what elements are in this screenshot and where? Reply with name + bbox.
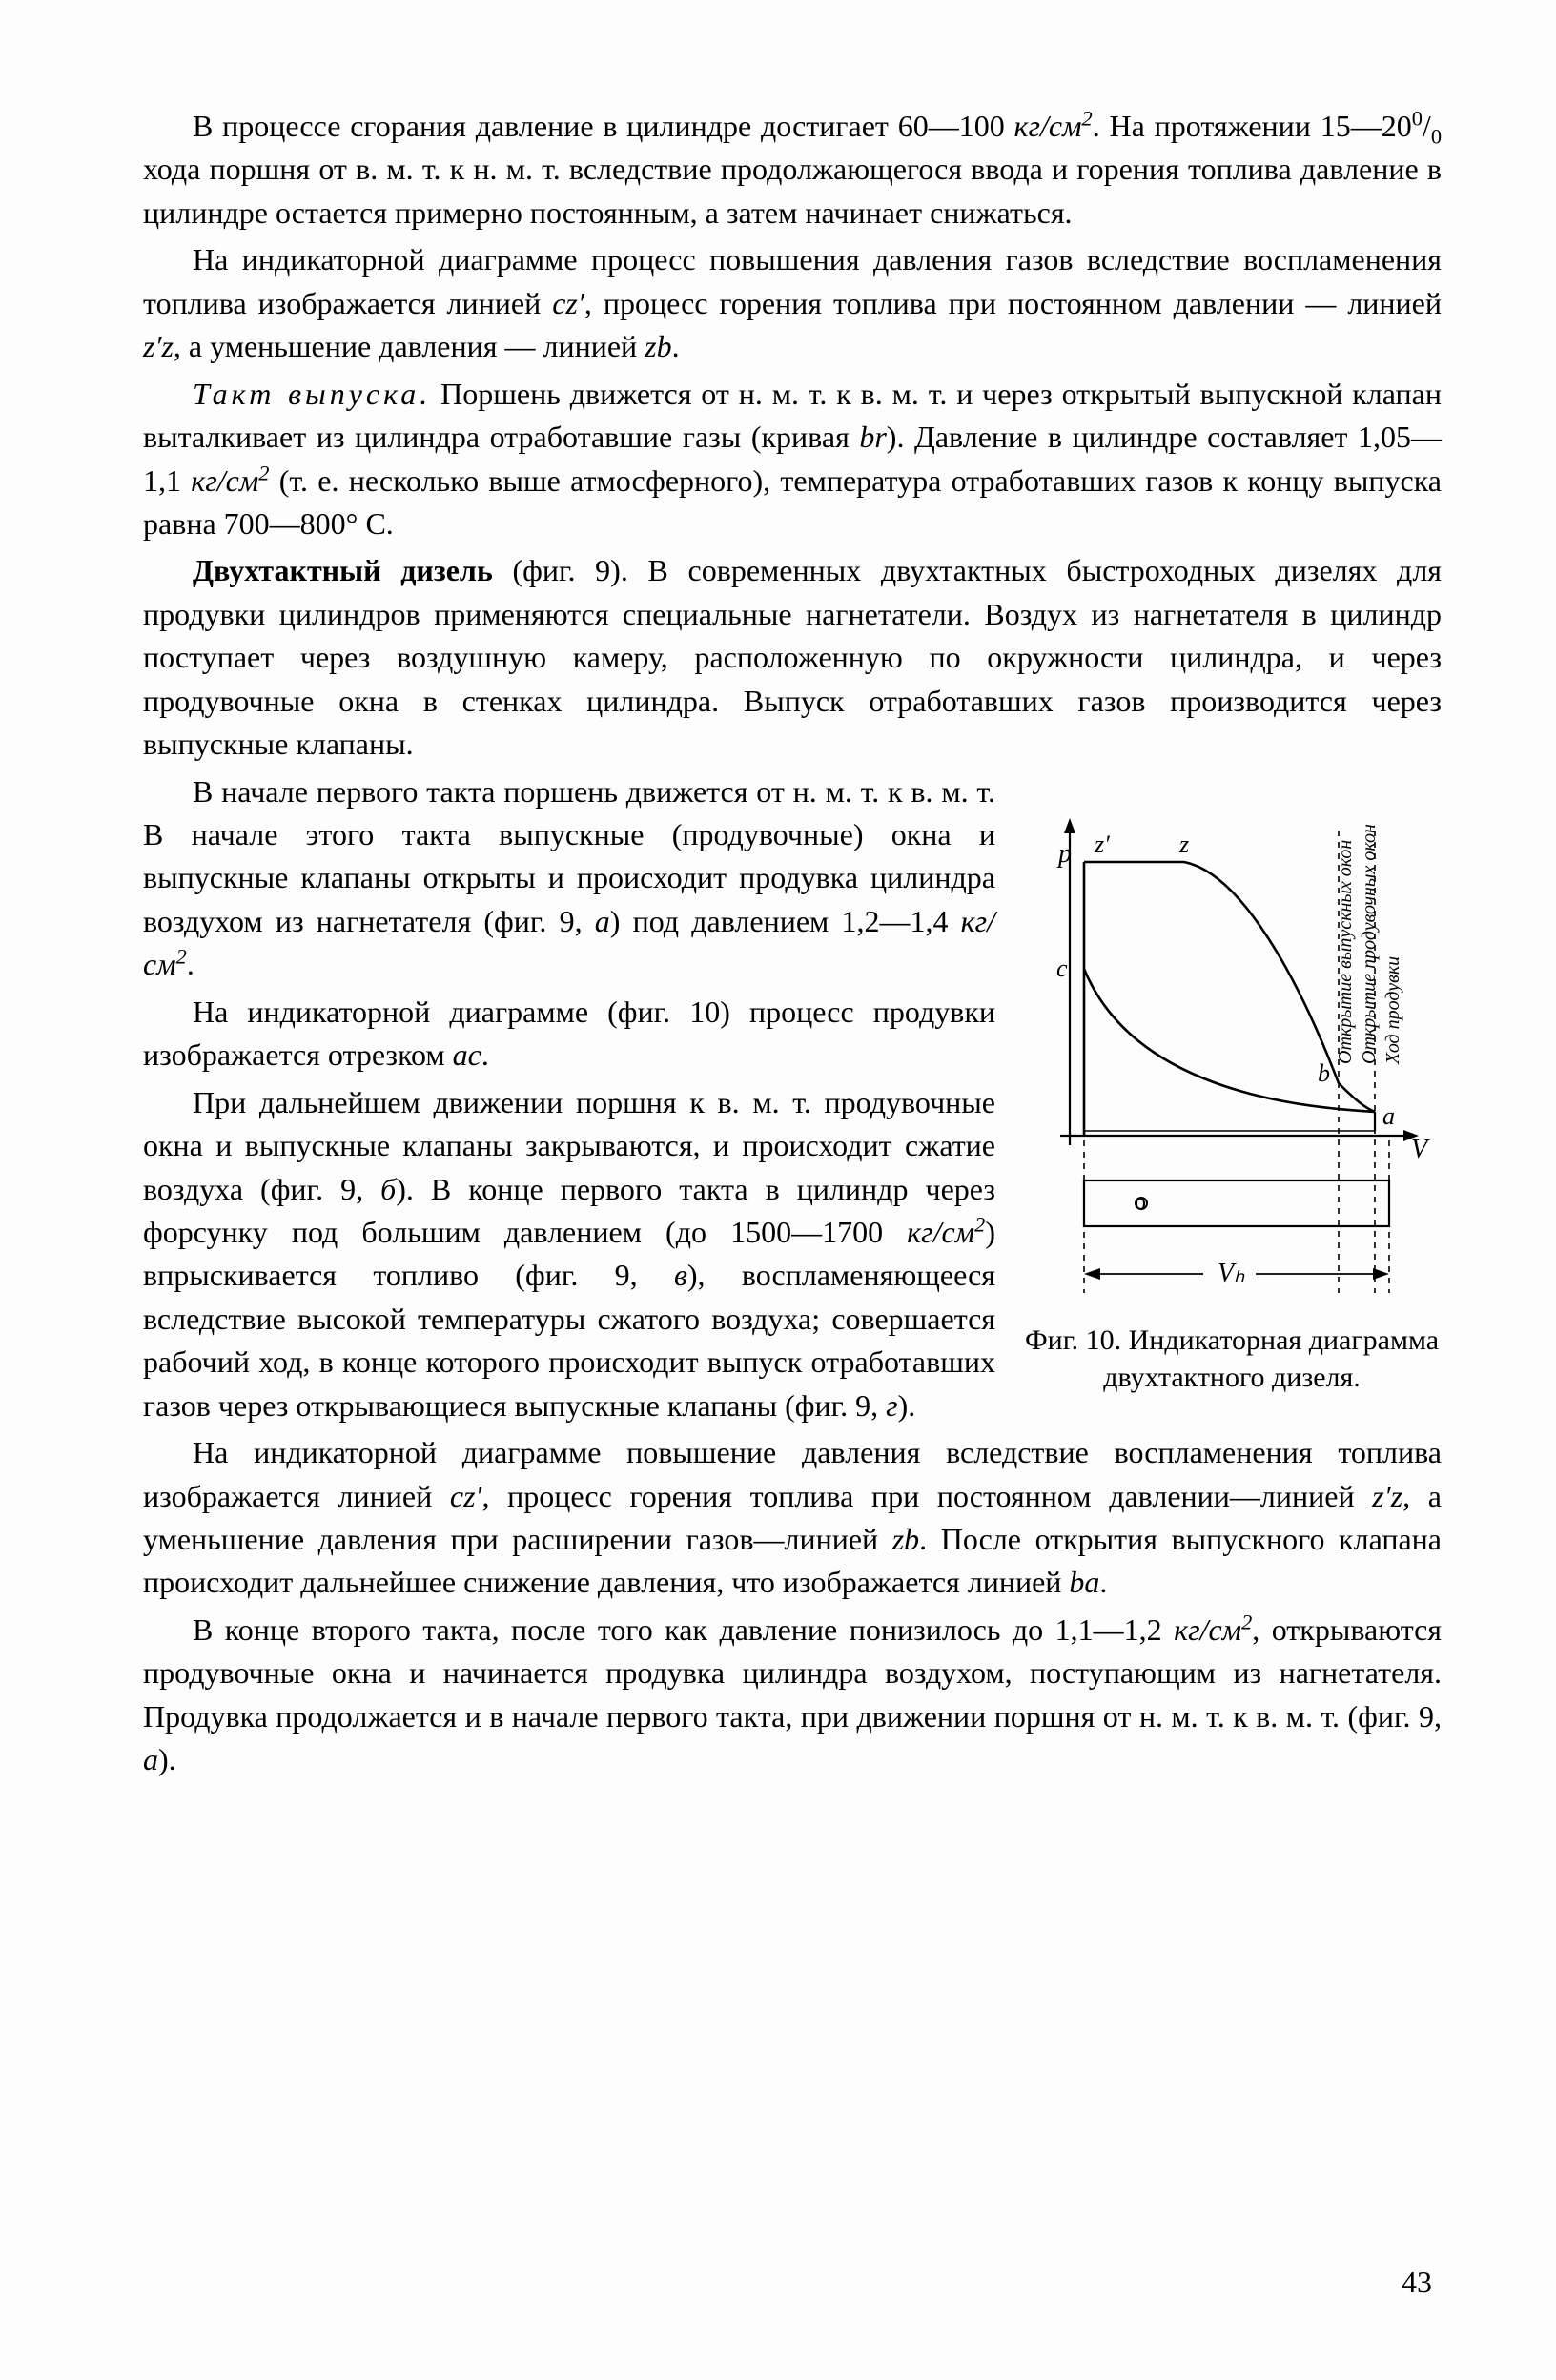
math-symbol: zb xyxy=(645,329,671,363)
unit-base: кг/см xyxy=(907,1215,974,1249)
label-p: p xyxy=(1056,839,1072,869)
text: . На протяжении 15—20 xyxy=(1093,109,1412,143)
text: В конце второго такта, после того как да… xyxy=(193,1612,1174,1647)
label-zprime: z′ xyxy=(1094,831,1110,858)
math-symbol: zb xyxy=(892,1522,919,1556)
figure-10: p z′ z c b a V o Vₕ Открытие выпускных о… xyxy=(1022,778,1442,1396)
math-symbol: cz′ xyxy=(450,1479,482,1513)
frac-den: 0 xyxy=(1431,124,1442,148)
text: В процессе сгорания давление в цилиндре … xyxy=(193,109,1014,143)
label-b: b xyxy=(1318,1059,1330,1087)
text: , процесс горения топлива при постоянном… xyxy=(482,1479,1373,1513)
unit-base: кг/см xyxy=(191,463,258,498)
math-symbol: br xyxy=(859,420,886,454)
label-a: a xyxy=(1382,1102,1395,1130)
text: На индикаторной диаграмме (фиг. 10) проц… xyxy=(143,995,995,1072)
rot-label-scavenge: Открытие продувочных окон xyxy=(1359,824,1380,1064)
label-V: V xyxy=(1411,1135,1430,1164)
paragraph-9: В конце второго такта, после того как да… xyxy=(143,1609,1442,1782)
unit-base: кг/см xyxy=(1174,1612,1241,1647)
frac-sep: / xyxy=(1423,109,1431,143)
text: ) под давлением 1,2—1,4 xyxy=(610,904,961,938)
ref-letter: в xyxy=(674,1258,687,1292)
unit-sup: 2 xyxy=(974,1212,985,1236)
ref-letter: а xyxy=(595,904,610,938)
math-symbol: cz′ xyxy=(552,286,584,320)
run-in-heading: Двухтактный дизель xyxy=(193,553,493,587)
text: хода поршня от в. м. т. к н. м. т. вслед… xyxy=(143,152,1442,229)
label-z: z xyxy=(1178,831,1189,858)
math-symbol: z′z xyxy=(1372,1479,1402,1513)
ref-letter: б xyxy=(380,1172,396,1206)
unit-sup: 2 xyxy=(258,461,269,484)
text: . xyxy=(1099,1565,1107,1599)
text: (т. е. несколько выше атмосферного), тем… xyxy=(143,463,1442,541)
run-in-heading: Такт выпуска. xyxy=(193,377,431,411)
paragraph-4: Двухтактный дизель (фиг. 9). В современн… xyxy=(143,549,1442,766)
paragraph-2: На индикаторной диаграмме процесс повыше… xyxy=(143,238,1442,368)
figure-caption: Фиг. 10. Индикаторная диаграмма двухтакт… xyxy=(1022,1322,1442,1396)
text: , процесс горения топлива при постоянном… xyxy=(584,286,1442,320)
unit-sup: 2 xyxy=(1082,106,1093,130)
ref-letter: г xyxy=(886,1388,897,1423)
unit-base: кг/см xyxy=(1014,109,1082,143)
math-symbol: z′z xyxy=(143,329,174,363)
page-number: 43 xyxy=(1402,2261,1432,2304)
label-Vh: Vₕ xyxy=(1218,1259,1245,1288)
math-symbol: ac xyxy=(453,1037,481,1072)
rot-label-exhaust: Открытие выпускных окон xyxy=(1335,839,1356,1063)
paragraph-1: В процессе сгорания давление в цилиндре … xyxy=(143,105,1442,235)
math-symbol: ba xyxy=(1069,1565,1099,1599)
ref-letter: а xyxy=(143,1742,158,1776)
rot-label-stroke: Ход продувки xyxy=(1382,955,1403,1064)
text: . xyxy=(672,329,680,363)
text: . xyxy=(187,947,194,981)
text: ). xyxy=(158,1742,176,1776)
unit-sup: 2 xyxy=(176,945,187,969)
text: . xyxy=(481,1037,489,1072)
indicator-diagram-svg: p z′ z c b a V o Vₕ Открытие выпускных о… xyxy=(1032,778,1432,1312)
text: , а уменьшение давления — линией xyxy=(174,329,645,363)
paragraph-3: Такт выпуска. Поршень движется от н. м. … xyxy=(143,373,1442,546)
paragraph-8: На индикаторной диаграмме повышение давл… xyxy=(143,1431,1442,1605)
frac-num: 0 xyxy=(1412,106,1423,130)
label-c: c xyxy=(1056,954,1068,982)
text: ). xyxy=(898,1388,916,1423)
unit-sup: 2 xyxy=(1241,1610,1252,1633)
label-o: o xyxy=(1135,1190,1146,1215)
